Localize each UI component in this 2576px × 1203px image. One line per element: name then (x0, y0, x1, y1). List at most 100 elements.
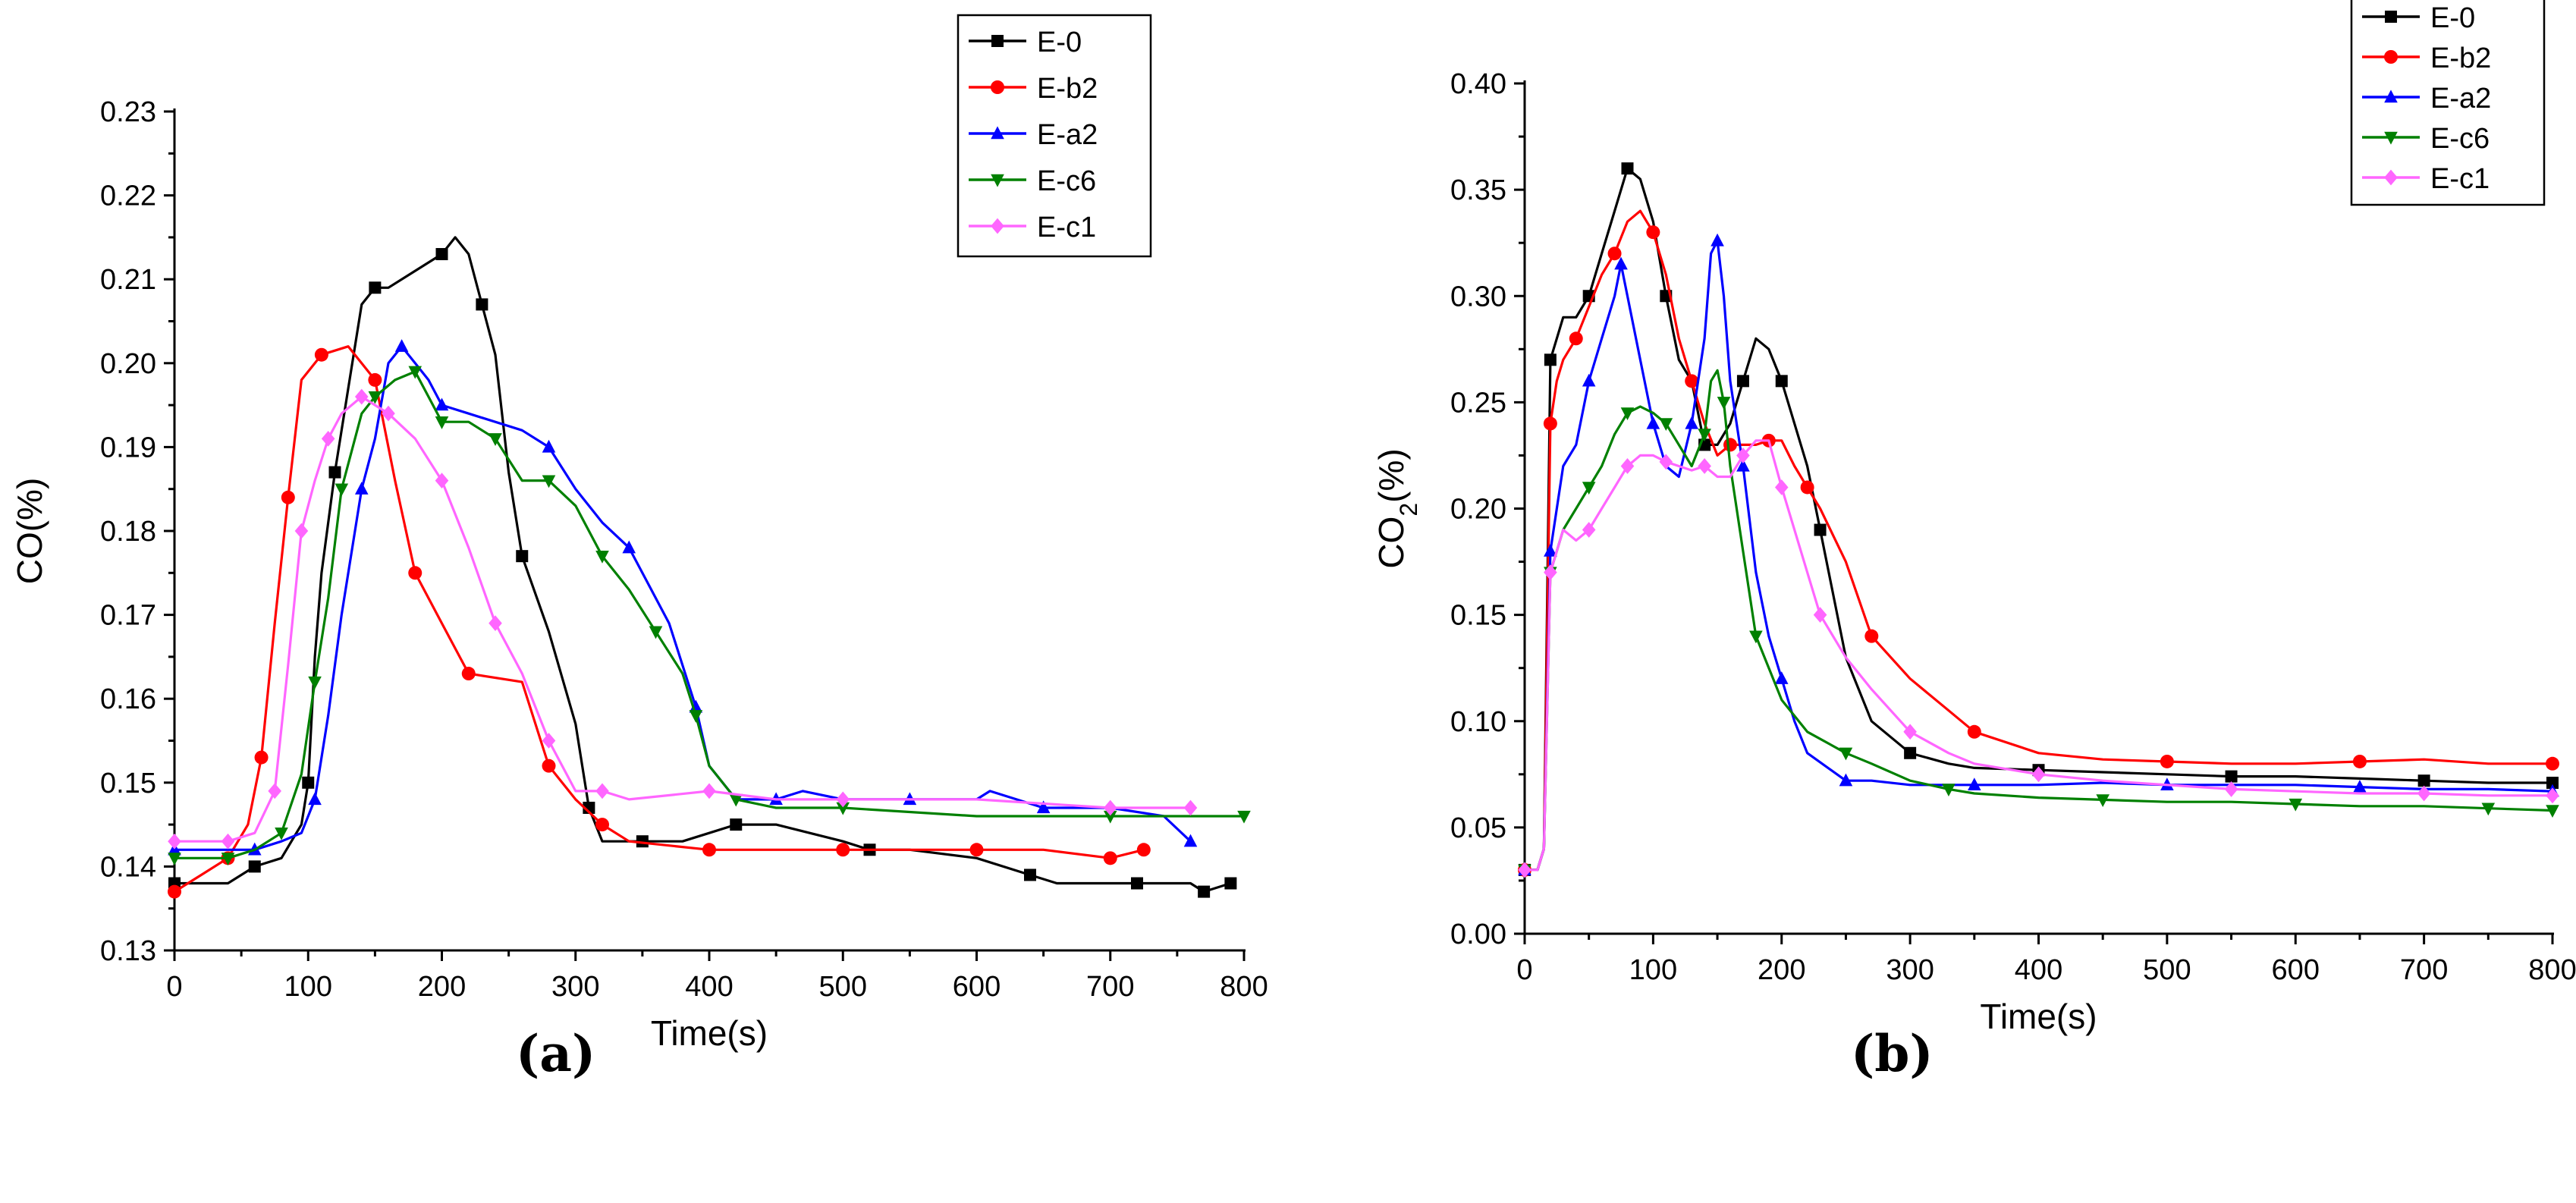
data-point-E-c6 (2481, 803, 2496, 816)
x-tick-label: 500 (819, 971, 867, 1003)
x-tick-label: 600 (953, 971, 1001, 1003)
data-point-E-c6 (1749, 630, 1763, 644)
x-tick-label: 800 (1220, 971, 1268, 1003)
y-axis-title: CO2(%) (1371, 448, 1422, 568)
data-point-E-c1 (1183, 799, 1198, 816)
y-tick-label: 0.25 (1450, 387, 1506, 419)
data-point-E-c1 (1813, 607, 1827, 623)
data-point-E-a2 (1839, 773, 1853, 787)
x-tick-label: 300 (551, 971, 599, 1003)
data-point-E-0 (369, 281, 382, 294)
data-point-E-c1 (2546, 787, 2559, 804)
panel-label-b: (b) (1851, 1024, 1934, 1083)
legend-marker-E-c6 (2384, 131, 2398, 145)
data-point-E-b2 (595, 818, 609, 832)
legend-marker-E-a2 (991, 126, 1004, 140)
legend-label-E-c1: E-c1 (1037, 212, 1096, 243)
legend-label-E-c1: E-c1 (2430, 163, 2490, 195)
data-point-E-c6 (1942, 784, 1956, 797)
series-line-E-0 (1525, 167, 2552, 872)
legend-box (2350, 0, 2546, 206)
data-point-E-a2 (622, 540, 636, 554)
data-point-E-c1 (294, 523, 309, 539)
data-point-E-0 (1814, 523, 1827, 536)
legend-label-E-b2: E-b2 (1037, 73, 1098, 105)
legend-marker-E-b2 (991, 80, 1004, 94)
x-tick-label: 500 (2143, 954, 2191, 986)
data-point-E-b2 (168, 884, 181, 899)
legend-label-E-0: E-0 (1037, 27, 1082, 58)
data-point-E-a2 (435, 397, 449, 411)
data-point-E-b2 (836, 843, 850, 857)
data-point-E-b2 (1607, 247, 1622, 261)
legend-label-E-a2: E-a2 (1037, 119, 1098, 151)
data-point-E-c6 (1659, 418, 1673, 431)
data-point-E-c1 (1903, 724, 1917, 740)
data-point-E-c1 (382, 405, 395, 422)
data-point-E-a2 (1582, 373, 1596, 387)
legend-marker-E-b2 (2384, 50, 2398, 64)
legend-label-E-0: E-0 (2430, 2, 2475, 34)
data-point-E-0 (1131, 877, 1143, 890)
data-point-E-c1 (1659, 454, 1673, 470)
y-tick-label: 0.05 (1450, 812, 1506, 844)
data-point-E-c6 (1717, 397, 1731, 410)
y-tick-label: 0.15 (100, 768, 156, 799)
data-point-E-0 (1621, 162, 1634, 175)
data-point-E-c6 (1698, 429, 1711, 442)
data-point-E-0 (1198, 885, 1211, 898)
data-point-E-c1 (1544, 564, 1557, 580)
legend-marker-E-c6 (991, 174, 1004, 187)
data-point-E-0 (1544, 353, 1557, 366)
series-line-E-c1 (1525, 439, 2552, 872)
data-point-E-c1 (702, 783, 716, 799)
data-point-E-b2 (1543, 416, 1557, 431)
x-tick-label: 200 (418, 971, 466, 1003)
x-tick-label: 400 (685, 971, 733, 1003)
data-point-E-b2 (408, 566, 423, 580)
data-point-E-b2 (702, 843, 716, 857)
x-tick-label: 700 (2400, 954, 2448, 986)
y-tick-label: 0.40 (1450, 68, 1506, 100)
data-point-E-c1 (221, 833, 235, 850)
x-tick-label: 0 (1516, 954, 1532, 986)
y-tick-label: 0.21 (100, 264, 156, 296)
x-tick-label: 100 (284, 971, 332, 1003)
data-point-E-c1 (836, 791, 850, 808)
data-point-E-a2 (394, 339, 409, 352)
data-point-E-b2 (1800, 480, 1814, 495)
data-point-E-0 (1904, 746, 1917, 759)
legend-label-E-a2: E-a2 (2430, 83, 2491, 115)
data-point-E-c6 (689, 710, 703, 723)
data-point-E-0 (1224, 877, 1237, 890)
data-point-E-b2 (254, 750, 269, 765)
data-point-E-0 (1736, 375, 1749, 388)
y-tick-label: 0.20 (100, 348, 156, 380)
y-tick-label: 0.23 (100, 96, 156, 128)
legend-label-E-b2: E-b2 (2430, 42, 2491, 74)
data-point-E-c1 (1518, 862, 1531, 878)
data-point-E-c6 (168, 853, 181, 865)
series-line-E-b2 (174, 345, 1145, 893)
data-point-E-c6 (2289, 798, 2303, 812)
data-point-E-b2 (1685, 374, 1699, 388)
data-point-E-c6 (1839, 747, 1853, 761)
legend-marker-E-0 (2385, 11, 2397, 23)
series-line-E-a2 (174, 345, 1192, 851)
data-point-E-c1 (354, 388, 369, 405)
panel-label-a: (a) (516, 1024, 596, 1083)
data-point-E-b2 (542, 759, 556, 773)
data-point-E-b2 (461, 667, 476, 681)
x-tick-label: 0 (166, 971, 182, 1003)
data-point-E-a2 (689, 699, 703, 713)
data-point-E-c6 (1582, 482, 1596, 495)
y-tick-label: 0.13 (100, 935, 156, 967)
data-point-E-c1 (1620, 458, 1635, 474)
data-point-E-c1 (435, 473, 449, 489)
data-point-E-a2 (2353, 780, 2367, 793)
data-point-E-a2 (308, 792, 322, 806)
legend-marker-E-a2 (2384, 90, 2398, 103)
legend-marker-E-c1 (2384, 169, 2398, 186)
data-point-E-0 (730, 818, 743, 831)
